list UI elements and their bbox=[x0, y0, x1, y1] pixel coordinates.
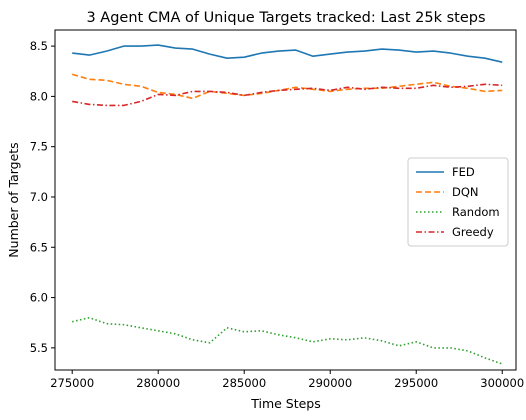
legend-label-random: Random bbox=[452, 205, 500, 219]
x-tick-label: 295000 bbox=[394, 376, 438, 390]
legend-label-greedy: Greedy bbox=[452, 225, 494, 239]
x-axis-ticks: 275000 280000 285000 290000 295000 300000 bbox=[50, 370, 524, 390]
y-tick-label: 5.5 bbox=[30, 341, 48, 355]
series-line-greedy bbox=[72, 83, 503, 107]
x-tick-label: 290000 bbox=[308, 376, 352, 390]
plot-frame bbox=[54, 29, 517, 371]
series-line-random bbox=[72, 316, 503, 365]
series-group bbox=[71, 44, 503, 365]
y-tick-label: 6.5 bbox=[30, 240, 48, 254]
x-tick-label: 275000 bbox=[50, 376, 94, 390]
x-tick-label: 280000 bbox=[136, 376, 180, 390]
y-tick-label: 6.0 bbox=[30, 291, 48, 305]
series-line-dqn bbox=[71, 73, 503, 100]
y-axis-ticks: 5.5 6.0 6.5 7.0 7.5 8.0 8.5 bbox=[30, 39, 55, 355]
series-line-fed bbox=[72, 44, 503, 63]
x-tick-label: 285000 bbox=[222, 376, 266, 390]
legend: FED DQN Random Greedy bbox=[407, 157, 509, 247]
chart-title: 3 Agent CMA of Unique Targets tracked: L… bbox=[86, 10, 485, 26]
legend-label-fed: FED bbox=[452, 165, 475, 179]
y-tick-label: 7.0 bbox=[30, 190, 48, 204]
y-tick-label: 7.5 bbox=[30, 140, 48, 154]
y-tick-label: 8.5 bbox=[30, 39, 48, 53]
legend-box bbox=[407, 157, 509, 247]
x-tick-label: 300000 bbox=[480, 376, 524, 390]
plot-area: 275000 280000 285000 290000 295000 300000 5.5… bbox=[30, 29, 524, 390]
legend-label-dqn: DQN bbox=[452, 185, 479, 199]
x-axis-label: Time Steps bbox=[250, 396, 321, 411]
y-tick-label: 8.0 bbox=[30, 89, 48, 103]
y-axis-label: Number of Targets bbox=[6, 142, 21, 257]
